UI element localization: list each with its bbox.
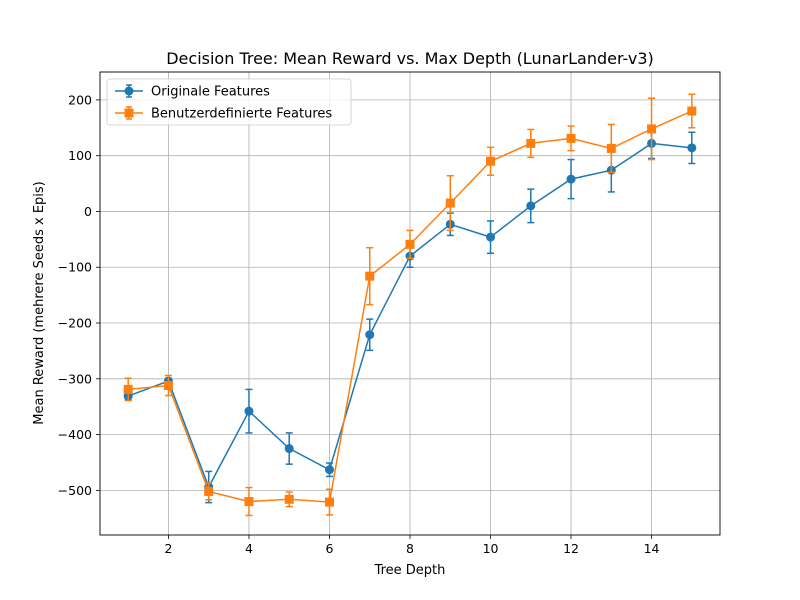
x-tick-label: 4	[245, 541, 253, 556]
chart-title: Decision Tree: Mean Reward vs. Max Depth…	[166, 49, 654, 68]
legend-box	[106, 78, 352, 126]
data-point	[486, 232, 496, 242]
x-tick-label: 8	[406, 541, 414, 556]
data-point	[566, 133, 576, 143]
series-2	[123, 93, 697, 517]
data-point	[647, 124, 657, 134]
data-point	[123, 384, 133, 394]
data-point	[284, 444, 294, 454]
data-point	[687, 143, 697, 153]
y-tick-label: −100	[58, 260, 92, 275]
y-tick-label: −200	[58, 316, 92, 331]
data-point	[365, 330, 375, 340]
data-point	[405, 239, 415, 249]
data-point	[445, 198, 455, 208]
y-tick-label: 200	[68, 92, 92, 107]
data-point	[244, 497, 254, 507]
legend-marker	[124, 86, 134, 96]
data-point	[324, 497, 334, 507]
data-point	[566, 174, 576, 184]
data-point	[526, 138, 536, 148]
data-point	[365, 271, 375, 281]
data-point	[204, 486, 214, 496]
data-point	[486, 156, 496, 166]
data-point	[284, 494, 294, 504]
y-tick-label: 100	[68, 148, 92, 163]
data-point	[244, 406, 254, 416]
data-point	[526, 201, 536, 211]
x-tick-label: 2	[164, 541, 172, 556]
series-layer	[123, 93, 697, 517]
x-axis-label: Tree Depth	[374, 563, 446, 578]
data-point	[687, 106, 697, 116]
data-point	[606, 143, 616, 153]
legend-marker	[124, 108, 134, 118]
y-tick-label: −300	[58, 371, 92, 386]
axis-ticks: 2 4 6 8 10 12 14 −500 −400 −300 −200 −100 0 100 200	[58, 92, 660, 556]
x-tick-label: 6	[326, 541, 334, 556]
data-point	[324, 465, 334, 475]
legend-label: Originale Features	[151, 85, 270, 100]
y-tick-label: −500	[58, 483, 92, 498]
x-tick-label: 12	[563, 541, 579, 556]
legend-label: Benutzerdefinierte Features	[151, 107, 332, 122]
x-tick-label: 14	[644, 541, 660, 556]
data-point	[163, 381, 173, 391]
y-tick-label: −400	[58, 427, 92, 442]
x-tick-label: 10	[483, 541, 499, 556]
legend: Originale Features Benutzerdefinierte Fea…	[106, 78, 352, 126]
y-axis-label: Mean Reward (mehrere Seeds x Epis)	[32, 181, 47, 424]
y-tick-label: 0	[84, 204, 92, 219]
